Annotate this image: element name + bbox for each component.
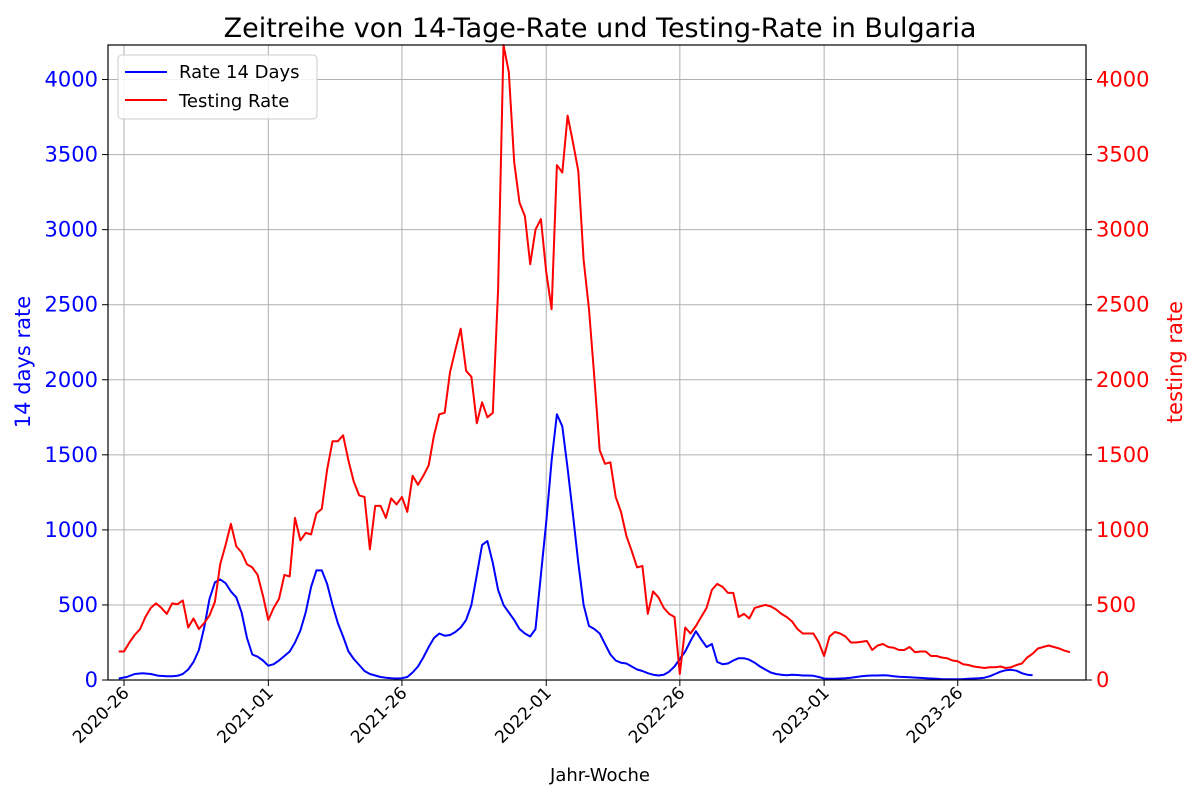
- y-tick-left-label: 1500: [45, 443, 98, 467]
- y-tick-right-label: 0: [1096, 668, 1109, 692]
- y-tick-left-label: 1000: [45, 518, 98, 542]
- y-tick-left-label: 4000: [45, 68, 98, 92]
- legend-label-rate-14-days: Rate 14 Days: [179, 62, 300, 83]
- plot-frame: [107, 44, 1087, 681]
- legend-label-testing-rate: Testing Rate: [178, 91, 289, 112]
- y-axis-right-label: testing rate: [1163, 301, 1187, 423]
- y-tick-left-label: 2000: [45, 368, 98, 392]
- y-tick-right-label: 2500: [1096, 293, 1149, 317]
- y-tick-left-label: 3000: [45, 218, 98, 242]
- y-axis-left-label: 14 days rate: [11, 296, 35, 428]
- x-axis-label: Jahr-Woche: [549, 765, 650, 786]
- y-tick-left-label: 3500: [45, 143, 98, 167]
- series-line-rate-14-days: [118, 413, 1033, 681]
- chart-title: Zeitreihe von 14-Tage-Rate und Testing-R…: [224, 13, 977, 44]
- y-tick-right-label: 3500: [1096, 143, 1149, 167]
- y-tick-right-label: 500: [1096, 593, 1136, 617]
- y-tick-right-label: 2000: [1096, 368, 1149, 392]
- y-tick-left-label: 2500: [45, 293, 98, 317]
- legend: Rate 14 Days Testing Rate: [117, 54, 318, 120]
- legend-box: [117, 54, 318, 120]
- y-tick-right-label: 3000: [1096, 218, 1149, 242]
- series-layer: [118, 44, 1071, 681]
- y-tick-right-label: 1000: [1096, 518, 1149, 542]
- y-tick-left-label: 0: [85, 668, 98, 692]
- y-tick-right-label: 1500: [1096, 443, 1149, 467]
- y-tick-right-label: 4000: [1096, 68, 1149, 92]
- y-tick-left-label: 500: [58, 593, 98, 617]
- series-line-testing-rate: [118, 44, 1071, 675]
